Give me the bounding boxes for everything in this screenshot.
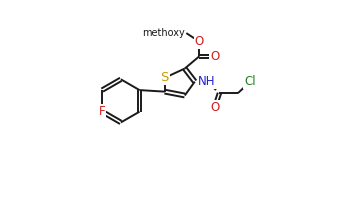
Text: O: O: [195, 35, 204, 48]
Text: S: S: [161, 71, 169, 84]
Text: Cl: Cl: [244, 75, 256, 88]
Text: O: O: [210, 100, 219, 114]
Text: O: O: [210, 50, 219, 63]
Text: NH: NH: [198, 75, 216, 88]
Text: F: F: [99, 105, 106, 118]
Text: methoxy: methoxy: [142, 28, 185, 38]
